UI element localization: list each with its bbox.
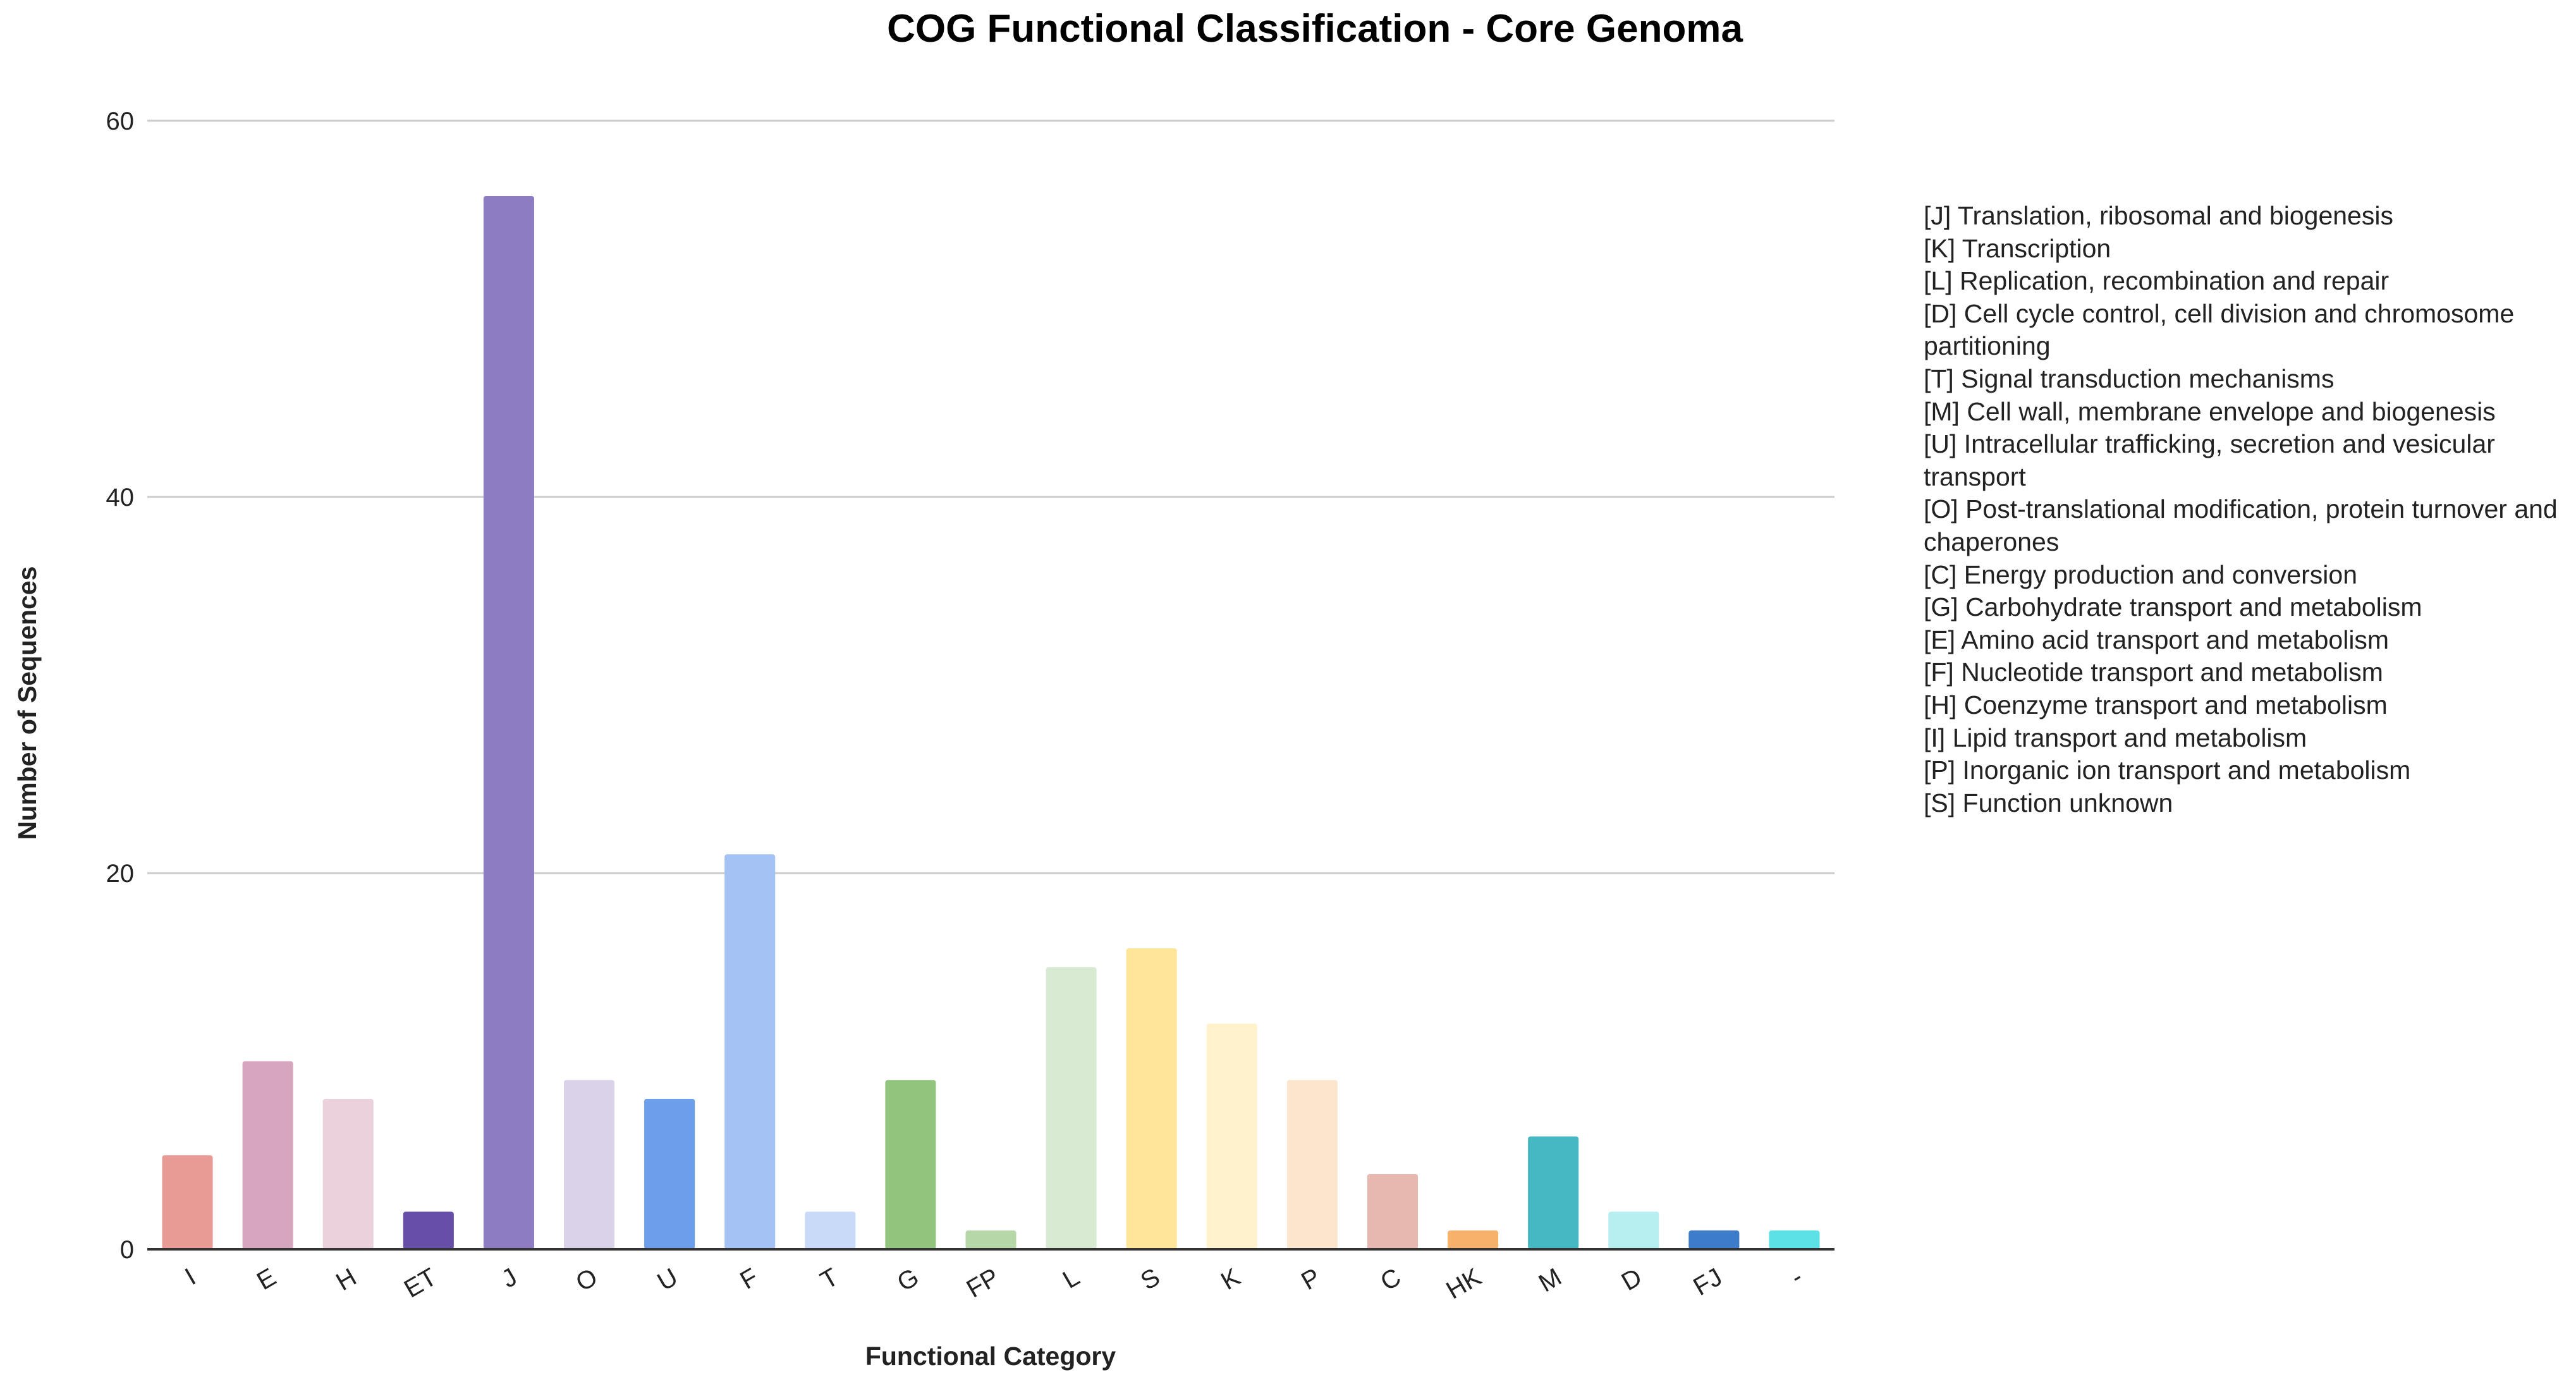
bar-U [644,1099,695,1249]
x-tick-label: I [180,1263,200,1291]
x-tick-label: U [653,1263,683,1297]
y-axis-ticks: 0 20 40 60 [106,107,135,1264]
x-tick-label: - [1786,1263,1807,1292]
bar-E [242,1061,293,1249]
chart-title: COG Functional Classification - Core Gen… [887,7,1743,51]
bar-T [805,1211,856,1249]
bar-HK [1448,1230,1499,1249]
bar-- [1769,1230,1820,1249]
legend-item: [I] Lipid transport and metabolism [1924,723,2307,752]
legend-item: [H] Coenzyme transport and metabolism [1924,690,2388,719]
bar-C [1367,1174,1419,1249]
legend-item: [F] Nucleotide transport and metabolism [1924,658,2383,687]
x-tick-label: ET [400,1263,441,1304]
legend-item: [O] Post-translational modification, pro… [1924,494,2558,556]
bar-F [724,854,776,1249]
bar-FP [965,1230,1016,1249]
x-tick-label: D [1617,1263,1647,1297]
legend-item: [U] Intracellular trafficking, secretion… [1924,429,2495,491]
x-tick-label: G [893,1263,924,1297]
y-tick-label: 20 [106,860,135,888]
y-tick-label: 40 [106,484,135,511]
bar-K [1206,1024,1257,1249]
x-tick-label: FJ [1688,1263,1726,1301]
legend-item: [S] Function unknown [1924,788,2173,817]
x-tick-label: E [252,1263,281,1295]
bar-H [322,1099,374,1249]
legend-item: [M] Cell wall, membrane envelope and bio… [1924,396,2496,426]
x-tick-label: HK [1441,1263,1486,1305]
x-tick-label: F [736,1263,763,1295]
legend-item: [L] Replication, recombination and repai… [1924,266,2390,296]
x-axis-label: Functional Category [865,1342,1116,1371]
legend-item: [D] Cell cycle control, cell division an… [1924,298,2515,361]
bar-I [162,1155,213,1249]
bar-L [1046,967,1097,1249]
x-tick-label: J [497,1263,522,1294]
x-tick-label: C [1376,1263,1405,1297]
legend: [J] Translation, ribosomal and biogenesi… [1924,200,2572,819]
legend-item: [G] Carbohydrate transport and metabolis… [1924,592,2422,622]
legend-item: [J] Translation, ribosomal and biogenesi… [1924,201,2393,230]
legend-item: [T] Signal transduction mechanisms [1924,364,2335,393]
bar-J [483,196,534,1249]
bar-D [1608,1211,1659,1249]
y-axis-label: Number of Sequences [13,566,42,840]
x-tick-label: P [1297,1263,1325,1295]
bar-P [1286,1080,1338,1249]
x-tick-label: S [1136,1263,1164,1295]
bar-S [1126,948,1177,1249]
gridlines [147,119,1834,874]
x-tick-label: M [1534,1263,1566,1298]
x-tick-label: H [331,1263,361,1297]
bars [162,196,1820,1249]
bar-O [563,1080,615,1249]
y-tick-label: 0 [120,1236,134,1264]
x-tick-label: FP [962,1263,1004,1304]
legend-item: [E] Amino acid transport and metabolism [1924,625,2390,654]
legend-item: [P] Inorganic ion transport and metaboli… [1924,756,2411,785]
x-tick-label: O [571,1263,602,1297]
x-tick-label: T [816,1263,843,1295]
bar-FJ [1688,1230,1740,1249]
x-axis-ticks: I E H ET J O U F T G FP L S K P C HK M D FJ - [180,1263,1807,1305]
x-tick-label: K [1216,1263,1245,1296]
bar-M [1528,1136,1579,1249]
bar-G [885,1080,936,1249]
x-tick-label: L [1058,1263,1084,1294]
legend-item: [K] Transcription [1924,233,2111,263]
bar-ET [403,1211,454,1249]
y-tick-label: 60 [106,107,135,135]
legend-item: [C] Energy production and conversion [1924,560,2358,589]
